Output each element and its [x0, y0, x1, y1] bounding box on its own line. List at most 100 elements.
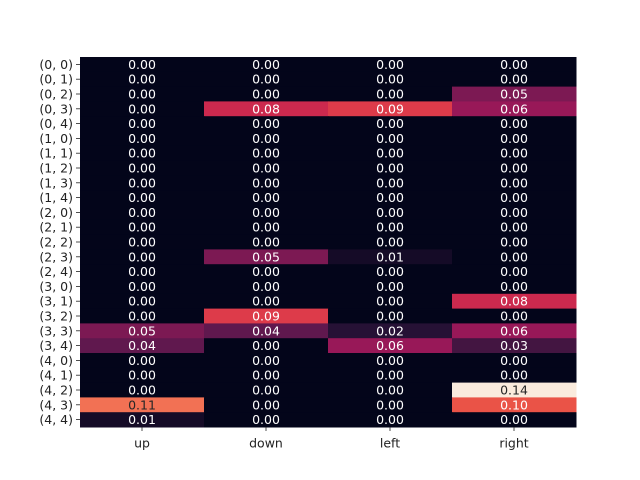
- heatmap-cell: [204, 412, 329, 428]
- heatmap-cell: [80, 308, 205, 324]
- cell-value-label: 0.00: [128, 368, 156, 383]
- cell-value-label: 0.00: [128, 175, 156, 190]
- cell-value-label: 0.00: [252, 397, 280, 412]
- cell-value-label: 0.00: [128, 294, 156, 309]
- heatmap-cell: [452, 412, 577, 428]
- heatmap-cell: [452, 264, 577, 280]
- y-tick-label: (3, 1): [39, 294, 73, 309]
- heatmap-cell: [80, 279, 205, 295]
- cell-value-label: 0.00: [128, 264, 156, 279]
- heatmap-cell: [80, 175, 205, 191]
- heatmap-cell: [204, 145, 329, 162]
- cell-value-label: 0.00: [252, 412, 280, 427]
- heatmap-cell: [204, 264, 329, 280]
- heatmap-cell: [80, 412, 205, 428]
- heatmap-cell: [80, 86, 205, 102]
- cell-value-label: 0.00: [128, 249, 156, 264]
- heatmap-cell: [204, 160, 329, 176]
- cell-value-label: 0.00: [376, 87, 404, 102]
- cell-value-label: 0.00: [376, 235, 404, 250]
- y-tick-label: (3, 4): [39, 338, 73, 353]
- cell-value-label: 0.00: [500, 235, 528, 250]
- cell-value-label: 0.06: [376, 338, 404, 353]
- cell-value-label: 0.00: [252, 205, 280, 220]
- heatmap-cell: [80, 249, 205, 265]
- cell-value-label: 0.00: [128, 353, 156, 368]
- cell-value-label: 0.00: [376, 279, 404, 294]
- y-tick-label: (3, 0): [39, 279, 73, 294]
- cell-value-label: 0.00: [128, 383, 156, 398]
- heatmap-cell: [328, 175, 453, 191]
- cell-value-label: 0.00: [500, 72, 528, 87]
- cell-value-label: 0.00: [500, 116, 528, 131]
- x-tick-label: right: [499, 436, 528, 451]
- y-tick-label: (0, 0): [39, 57, 73, 72]
- cell-value-label: 0.02: [376, 323, 404, 338]
- heatmap-cell: [328, 293, 453, 310]
- heatmap-cell: [204, 131, 329, 147]
- y-tick-label: (2, 3): [39, 249, 73, 264]
- y-tick-label: (1, 4): [39, 190, 73, 205]
- cell-value-label: 0.14: [500, 383, 528, 398]
- heatmap-cell: [204, 397, 329, 413]
- cell-value-label: 0.03: [500, 338, 528, 353]
- cell-value-label: 0.00: [500, 175, 528, 190]
- heatmap-cell: [328, 308, 453, 324]
- cell-value-label: 0.00: [128, 205, 156, 220]
- heatmap-cell: [80, 397, 205, 413]
- cell-value-label: 0.00: [128, 101, 156, 116]
- cell-value-label: 0.00: [500, 190, 528, 205]
- cell-value-label: 0.00: [128, 116, 156, 131]
- heatmap-cell: [328, 219, 453, 236]
- y-tick-label: (4, 1): [39, 368, 73, 383]
- y-tick-label: (2, 1): [39, 220, 73, 235]
- x-tick-label: up: [134, 436, 150, 451]
- cell-value-label: 0.00: [500, 264, 528, 279]
- cell-value-label: 0.00: [252, 57, 280, 72]
- cell-value-label: 0.08: [500, 294, 528, 309]
- cell-value-label: 0.00: [252, 146, 280, 161]
- heatmap-cell: [452, 175, 577, 191]
- y-tick-label: (2, 2): [39, 235, 73, 250]
- heatmap-cell: [452, 219, 577, 236]
- x-tick-label: left: [380, 436, 400, 451]
- cell-value-label: 0.01: [376, 249, 404, 264]
- cell-value-label: 0.01: [128, 412, 156, 427]
- cell-value-label: 0.00: [376, 368, 404, 383]
- cell-value-label: 0.00: [376, 309, 404, 324]
- heatmap-cell-labels: 0.00 0.00 0.00 0.000.00 0.00 0.00 0.000.00 0.00…: [128, 57, 528, 427]
- heatmap-cell: [328, 190, 453, 206]
- cell-value-label: 0.00: [252, 190, 280, 205]
- y-tick-label: (1, 3): [39, 175, 73, 190]
- heatmap-cell: [328, 279, 453, 295]
- cell-value-label: 0.00: [128, 57, 156, 72]
- cell-value-label: 0.00: [376, 161, 404, 176]
- cell-value-label: 0.00: [252, 338, 280, 353]
- cell-value-label: 0.00: [252, 279, 280, 294]
- heatmap-cell: [80, 293, 205, 310]
- heatmap-cell: [328, 116, 453, 132]
- cell-value-label: 0.00: [128, 131, 156, 146]
- cell-value-label: 0.00: [376, 116, 404, 131]
- heatmap-cells: [80, 57, 577, 428]
- cell-value-label: 0.00: [376, 353, 404, 368]
- heatmap-cell: [452, 249, 577, 265]
- cell-value-label: 0.10: [500, 397, 528, 412]
- heatmap-cell: [452, 57, 577, 73]
- cell-value-label: 0.00: [500, 309, 528, 324]
- y-tick-label: (0, 4): [39, 116, 73, 131]
- heatmap-cell: [204, 353, 329, 369]
- heatmap-cell: [80, 205, 205, 221]
- heatmap-cell: [204, 234, 329, 250]
- cell-value-label: 0.00: [376, 220, 404, 235]
- heatmap-cell: [452, 397, 577, 413]
- cell-value-label: 0.00: [376, 175, 404, 190]
- cell-value-label: 0.00: [500, 412, 528, 427]
- heatmap-cell: [204, 71, 329, 88]
- heatmap-cell: [204, 57, 329, 73]
- cell-value-label: 0.00: [500, 220, 528, 235]
- heatmap-cell: [328, 160, 453, 176]
- heatmap-cell: [204, 101, 329, 117]
- heatmap-cell: [204, 175, 329, 191]
